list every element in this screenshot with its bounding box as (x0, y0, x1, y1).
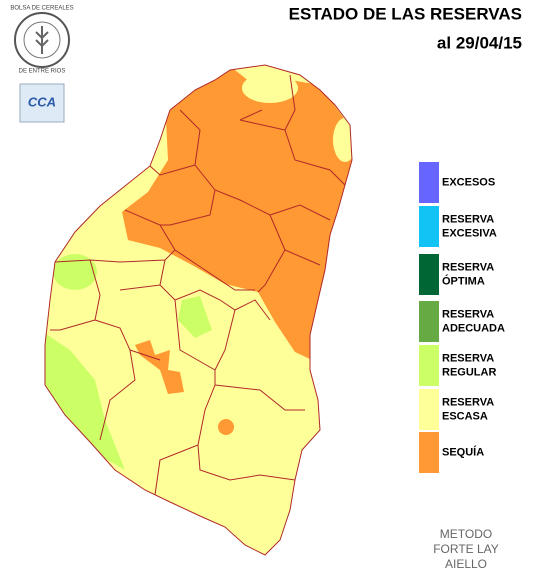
legend-label: SEQUÍA (442, 445, 484, 458)
legend-swatch (419, 432, 439, 473)
badge-text: CCA (28, 94, 56, 109)
legend-swatch (419, 301, 439, 342)
legend-label: ÓPTIMA (442, 274, 485, 287)
legend-label: REGULAR (442, 366, 496, 378)
title: ESTADO DE LAS RESERVAS (289, 4, 522, 23)
badge: CCA (19, 83, 65, 123)
legend-swatch (419, 206, 439, 247)
legend-label: RESERVA (442, 261, 494, 273)
legend: EXCESOSRESERVAEXCESIVARESERVAÓPTIMARESER… (419, 162, 505, 473)
legend-label: ESCASA (442, 410, 488, 422)
legend-swatch (419, 345, 439, 386)
logo-text: DE ENTRE RIOS (19, 69, 66, 75)
logo: BOLSA DE CEREALES DE ENTRE RIOS (10, 6, 73, 75)
legend-label: RESERVA (442, 308, 494, 320)
legend-label: RESERVA (442, 396, 494, 408)
legend-label: RESERVA (442, 352, 494, 364)
method-text: AIELLO (445, 557, 487, 571)
legend-label: EXCESOS (442, 176, 495, 188)
legend-label: EXCESIVA (442, 227, 497, 239)
method-text: METODO (440, 527, 492, 541)
legend-swatch (419, 162, 439, 203)
legend-swatch (419, 389, 439, 430)
logo-text: BOLSA DE CEREALES (10, 6, 73, 12)
legend-label: ADECUADA (442, 322, 505, 334)
legend-swatch (419, 254, 439, 295)
legend-label: RESERVA (442, 213, 494, 225)
date: al 29/04/15 (437, 33, 522, 52)
method-text: FORTE LAY (433, 542, 499, 556)
